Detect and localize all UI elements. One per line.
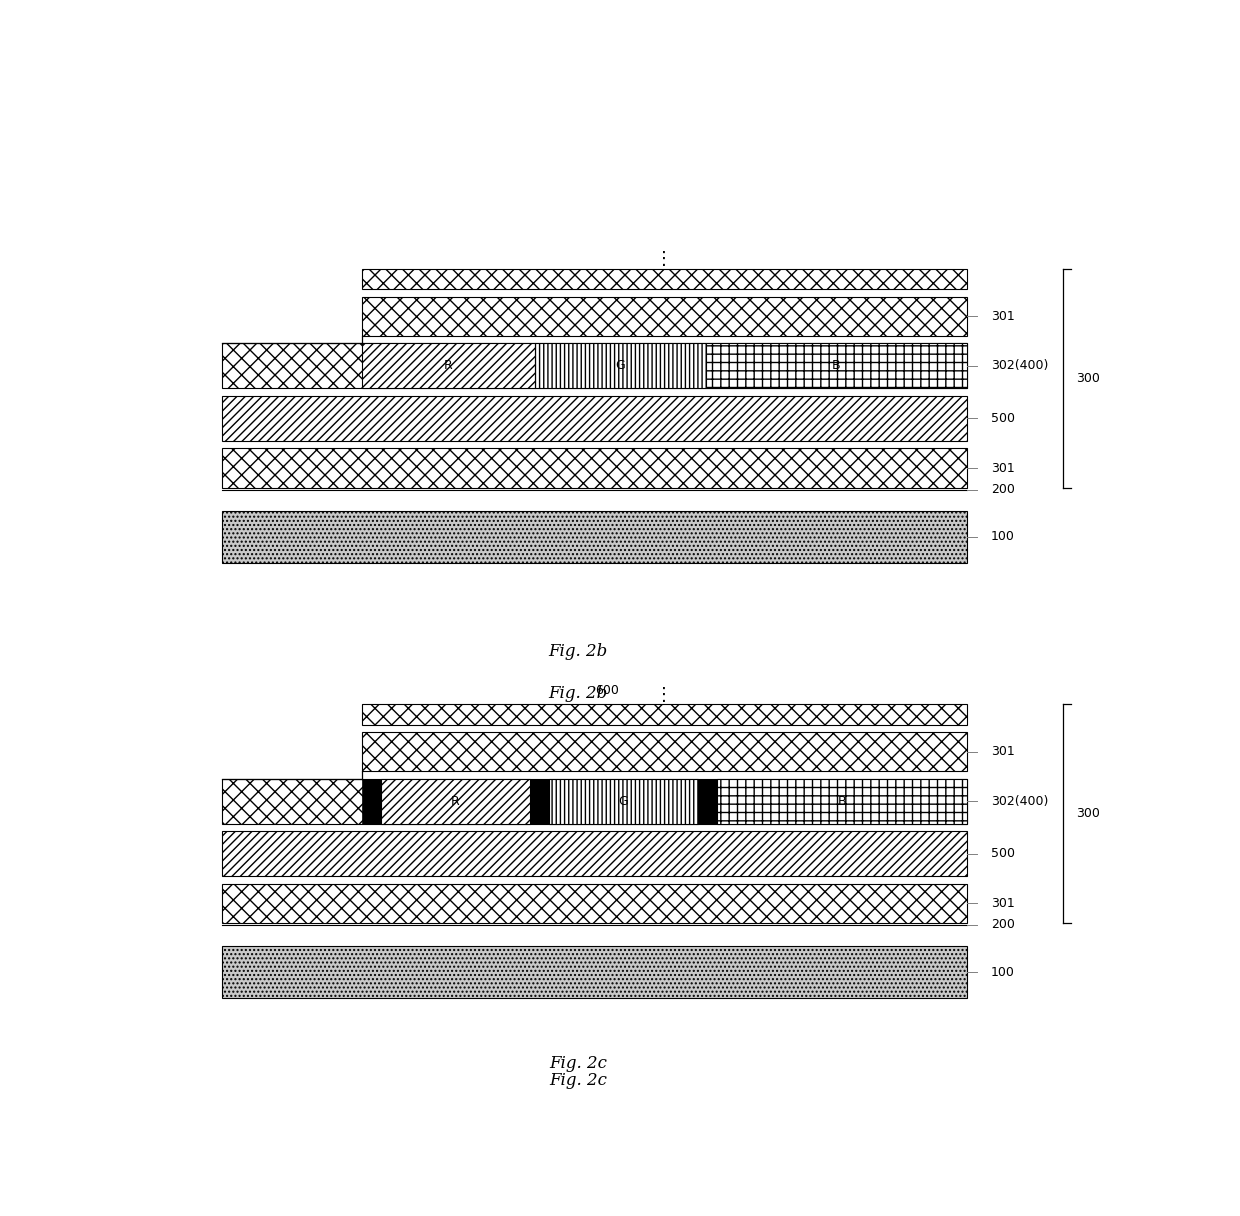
Text: Fig. 2b: Fig. 2b [548, 643, 608, 660]
Bar [362, 732, 967, 771]
Bar [698, 779, 717, 823]
Bar [362, 343, 534, 388]
Text: G: G [619, 795, 629, 807]
Text: Fig. 2c: Fig. 2c [549, 1055, 606, 1073]
Bar [222, 832, 967, 877]
Text: 301: 301 [991, 897, 1014, 910]
Text: 100: 100 [991, 530, 1016, 544]
Text: Fig. 2c: Fig. 2c [549, 1071, 606, 1088]
Bar [362, 297, 967, 336]
Bar [549, 779, 698, 823]
Text: 300: 300 [1075, 372, 1100, 384]
Bar [222, 779, 967, 823]
Text: G: G [615, 360, 625, 372]
Text: 300: 300 [1075, 807, 1100, 820]
Bar [381, 779, 529, 823]
Text: R: R [444, 360, 453, 372]
Text: 100: 100 [991, 966, 1016, 979]
Text: 600: 600 [595, 685, 619, 697]
Bar [706, 343, 967, 388]
Text: Fig. 2b: Fig. 2b [548, 685, 608, 702]
Bar [222, 396, 967, 441]
Bar [222, 946, 967, 998]
Text: 302(400): 302(400) [991, 795, 1049, 807]
Text: B: B [832, 360, 841, 372]
Text: 301: 301 [991, 745, 1014, 759]
Bar [222, 449, 967, 488]
Text: 200: 200 [991, 918, 1016, 931]
Text: 500: 500 [991, 412, 1016, 424]
Bar [534, 343, 706, 388]
Text: B: B [838, 795, 847, 807]
Text: 500: 500 [991, 848, 1016, 860]
Bar [362, 779, 381, 823]
Text: 302(400): 302(400) [991, 360, 1049, 372]
Bar [222, 884, 967, 923]
Text: ⋮: ⋮ [655, 250, 673, 269]
Bar [222, 511, 967, 563]
Bar [222, 343, 967, 388]
Bar [362, 269, 967, 289]
Bar [362, 704, 967, 725]
Text: R: R [451, 795, 460, 807]
Text: ⋮: ⋮ [655, 686, 673, 704]
Text: 301: 301 [991, 310, 1014, 322]
Bar [717, 779, 967, 823]
Text: 200: 200 [991, 483, 1016, 496]
Text: 301: 301 [991, 462, 1014, 474]
Bar [529, 779, 549, 823]
